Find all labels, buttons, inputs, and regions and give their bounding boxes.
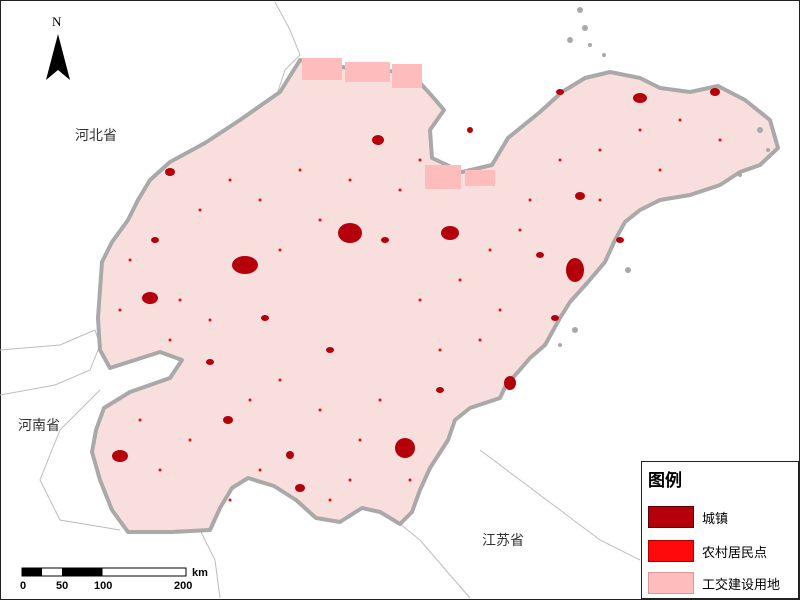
legend-item-urban: 城镇 [648,506,798,528]
scale-unit: km [192,567,208,579]
region-label-henan: 河南省 [18,418,60,434]
region-label-jiangsu: 江苏省 [482,533,524,549]
scale-tick-100: 100 [94,580,113,592]
legend-label-industrial: 工交建设用地 [702,578,781,593]
region-label-hebei: 河北省 [75,128,117,144]
islands [558,7,770,347]
legend-item-rural: 农村居民点 [648,540,798,562]
scale-tick-0: 0 [20,580,27,592]
legend-label-rural: 农村居民点 [702,546,768,561]
scale-tick-200: 200 [174,580,193,592]
legend: 图例 城镇 农村居民点 工交建设用地 [641,461,799,599]
rural-settlements [118,118,722,502]
scale-bar: 0 50 100 200 km [20,566,220,596]
coastal-construction-land [302,58,495,189]
legend-item-industrial: 工交建设用地 [648,572,798,594]
north-label: N [52,14,62,29]
north-arrow-icon [46,34,70,80]
legend-swatch-industrial [648,572,694,594]
legend-label-urban: 城镇 [702,512,729,527]
north-arrow: N [40,14,76,84]
legend-swatch-rural [648,540,694,562]
scale-tick-50: 50 [56,580,69,592]
urban-areas [112,88,720,492]
scale-bar-graphic [21,567,187,577]
legend-title: 图例 [648,471,682,491]
legend-swatch-urban [648,506,694,528]
